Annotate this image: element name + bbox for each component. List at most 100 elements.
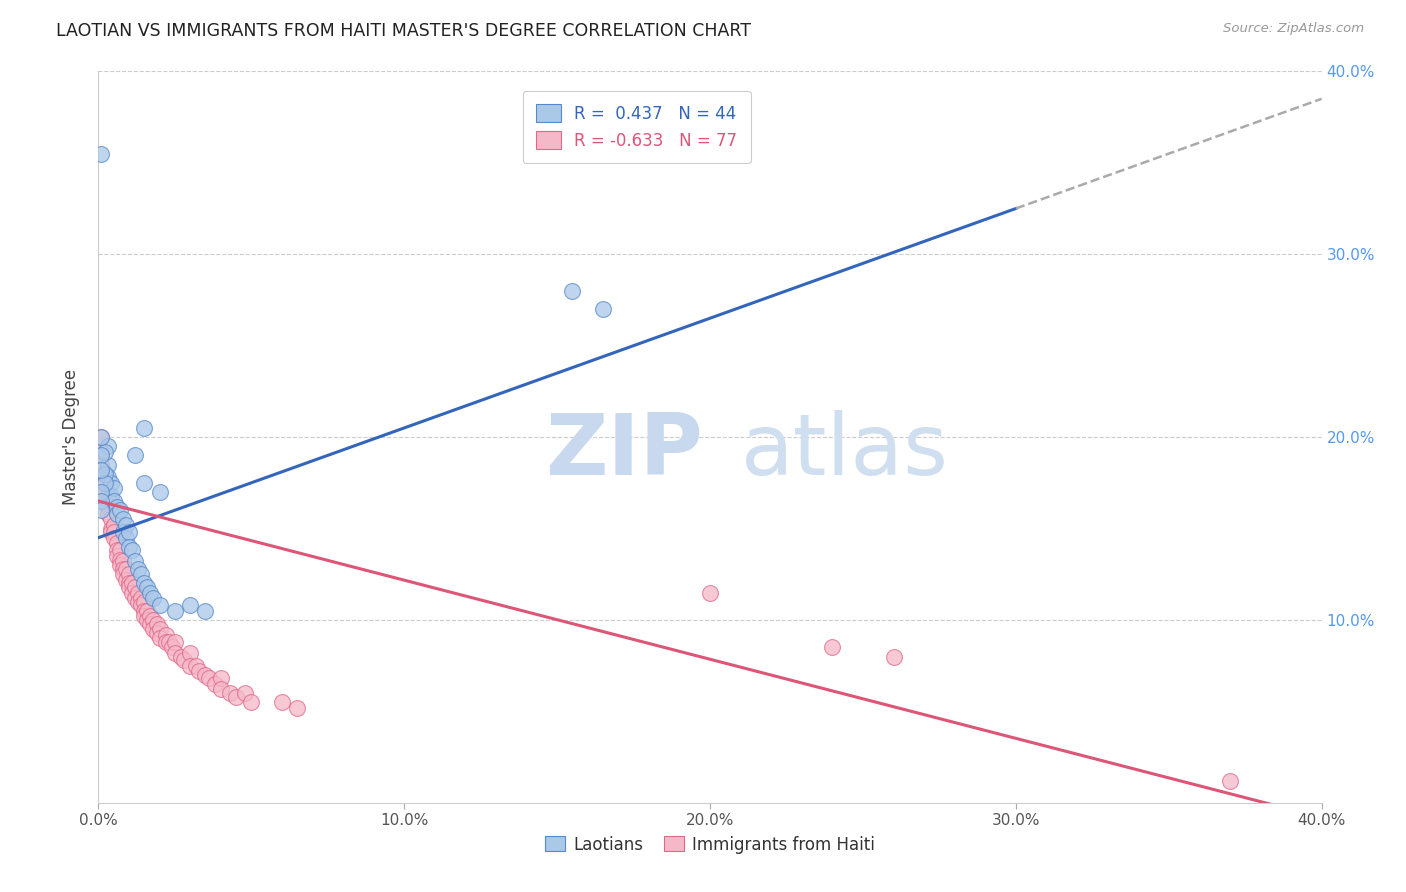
- Point: [97, 458, 120, 472]
- Point: [111, 554, 134, 568]
- Point: [97, 439, 120, 453]
- Point: [821, 640, 844, 655]
- Point: [100, 521, 122, 535]
- Point: [90, 463, 112, 477]
- Point: [139, 609, 162, 624]
- Point: [136, 580, 159, 594]
- Point: [127, 585, 149, 599]
- Point: [149, 599, 172, 613]
- Point: [93, 475, 115, 490]
- Point: [103, 517, 125, 532]
- Point: [118, 576, 141, 591]
- Point: [118, 540, 141, 554]
- Point: [149, 485, 172, 500]
- Point: [118, 580, 141, 594]
- Point: [90, 494, 112, 508]
- Point: [90, 485, 112, 500]
- Point: [592, 301, 614, 317]
- Point: [179, 658, 201, 673]
- Point: [103, 481, 125, 495]
- Point: [145, 625, 167, 640]
- Point: [1219, 773, 1241, 788]
- Point: [186, 658, 208, 673]
- Point: [108, 543, 131, 558]
- Point: [136, 613, 159, 627]
- Point: [90, 430, 112, 444]
- Point: [93, 485, 115, 500]
- Point: [105, 507, 128, 521]
- Point: [142, 591, 165, 605]
- Point: [127, 594, 149, 608]
- Point: [142, 613, 165, 627]
- Point: [179, 599, 201, 613]
- Point: [90, 503, 112, 517]
- Text: atlas: atlas: [741, 410, 949, 493]
- Point: [103, 525, 125, 540]
- Point: [93, 467, 115, 481]
- Point: [108, 552, 131, 566]
- Point: [97, 470, 120, 484]
- Point: [240, 695, 263, 709]
- Point: [105, 543, 128, 558]
- Y-axis label: Master's Degree: Master's Degree: [62, 369, 80, 505]
- Point: [179, 646, 201, 660]
- Point: [121, 585, 143, 599]
- Legend: Laotians, Immigrants from Haiti: Laotians, Immigrants from Haiti: [538, 829, 882, 860]
- Point: [115, 531, 138, 545]
- Point: [105, 536, 128, 550]
- Point: [197, 672, 219, 686]
- Point: [142, 622, 165, 636]
- Point: [97, 507, 120, 521]
- Point: [93, 475, 115, 490]
- Point: [134, 609, 156, 624]
- Point: [883, 649, 905, 664]
- Point: [204, 677, 226, 691]
- Point: [699, 585, 721, 599]
- Text: ZIP: ZIP: [546, 410, 703, 493]
- Point: [103, 531, 125, 545]
- Point: [129, 599, 152, 613]
- Point: [163, 604, 186, 618]
- Point: [225, 690, 247, 704]
- Point: [233, 686, 256, 700]
- Point: [173, 653, 195, 667]
- Point: [90, 448, 112, 462]
- Point: [108, 558, 131, 573]
- Point: [124, 554, 146, 568]
- Point: [194, 604, 217, 618]
- Point: [219, 686, 242, 700]
- Point: [105, 500, 128, 514]
- Point: [103, 494, 125, 508]
- Point: [170, 649, 193, 664]
- Point: [93, 467, 115, 481]
- Point: [90, 444, 112, 458]
- Point: [111, 562, 134, 576]
- Point: [124, 448, 146, 462]
- Point: [163, 635, 186, 649]
- Point: [124, 580, 146, 594]
- Point: [155, 627, 177, 641]
- Point: [160, 640, 183, 655]
- Point: [108, 503, 131, 517]
- Point: [111, 512, 134, 526]
- Point: [134, 594, 156, 608]
- Point: [134, 475, 156, 490]
- Point: [115, 573, 138, 587]
- Point: [561, 284, 583, 298]
- Point: [285, 700, 308, 714]
- Point: [155, 635, 177, 649]
- Point: [194, 667, 217, 681]
- Point: [209, 672, 232, 686]
- Point: [100, 489, 122, 503]
- Point: [134, 576, 156, 591]
- Point: [149, 622, 172, 636]
- Point: [100, 512, 122, 526]
- Point: [124, 591, 146, 605]
- Point: [100, 525, 122, 540]
- Point: [121, 543, 143, 558]
- Point: [111, 525, 134, 540]
- Point: [209, 682, 232, 697]
- Point: [134, 604, 156, 618]
- Point: [145, 616, 167, 631]
- Point: [97, 500, 120, 514]
